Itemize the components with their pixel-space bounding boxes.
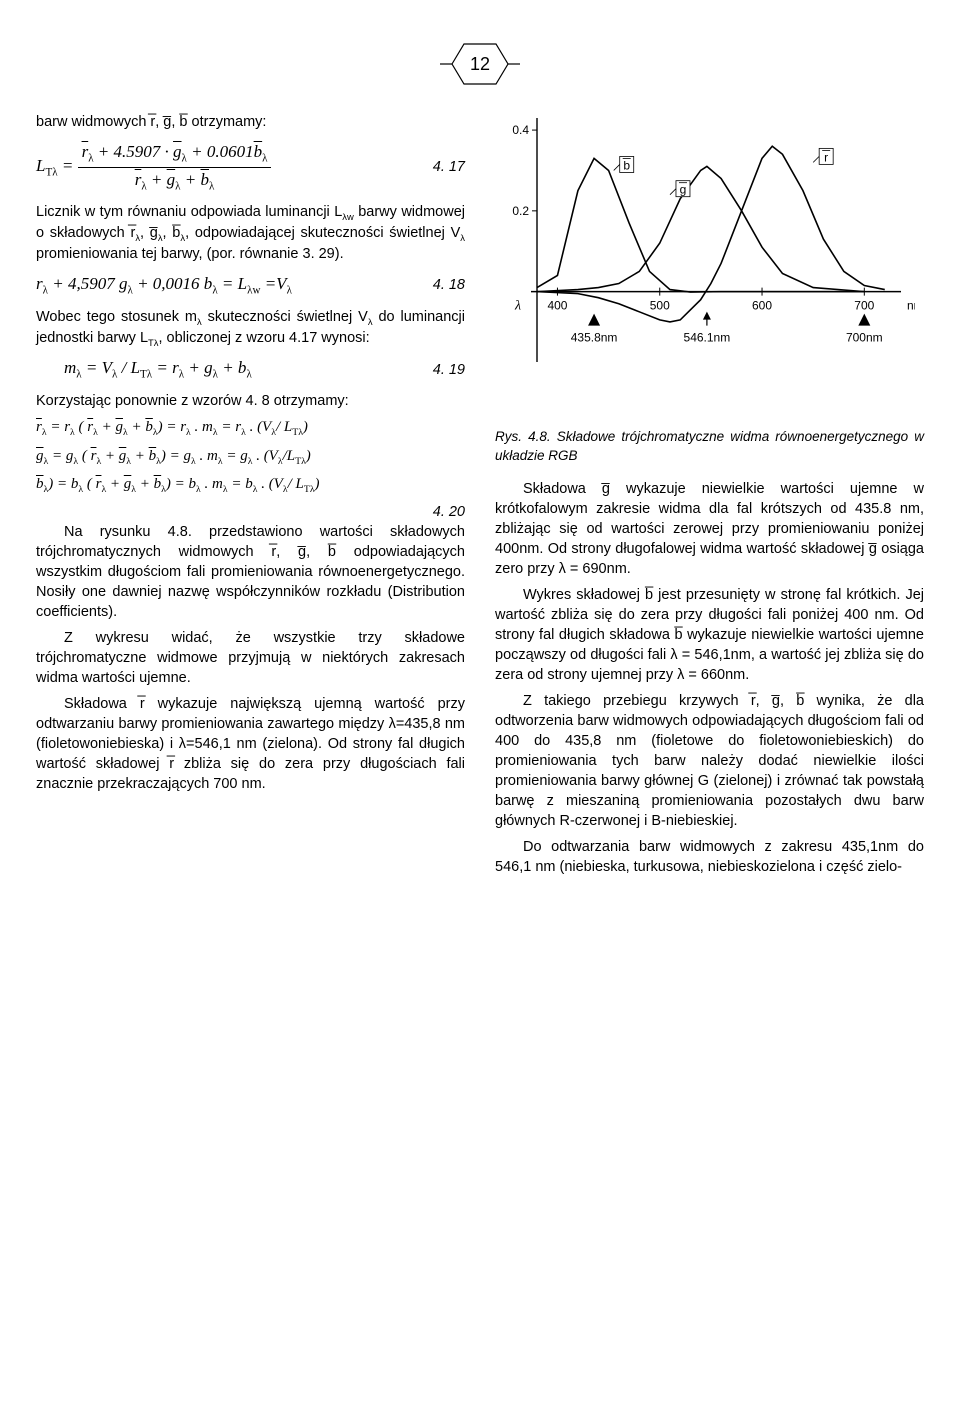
page-number-text: 12 <box>470 54 490 74</box>
equation-4-20-b: bλ) = bλ ( rλ + gλ + bλ) = bλ . mλ = bλ … <box>36 474 465 496</box>
figure-caption: Rys. 4.8. Składowe trójchromatyczne widm… <box>495 428 924 465</box>
svg-text:r: r <box>824 150 828 164</box>
right-column: 0.40.2400500600700nmλbgr435.8nm546.1nm70… <box>495 112 924 883</box>
svg-text:λ: λ <box>514 299 521 314</box>
intro-line: barw widmowych r̅, g̅, b̅ otrzymamy: <box>36 112 465 132</box>
svg-text:435.8nm: 435.8nm <box>571 331 618 345</box>
equation-4-19: mλ = Vλ / LTλ = rλ + gλ + bλ 4. 19 <box>64 356 465 383</box>
eq-num-4-17: 4. 17 <box>423 157 465 177</box>
svg-text:400: 400 <box>547 299 567 313</box>
svg-text:700: 700 <box>854 299 874 313</box>
eq-num-4-20: 4. 20 <box>36 502 465 522</box>
svg-text:0.2: 0.2 <box>512 204 529 218</box>
svg-text:546.1nm: 546.1nm <box>684 331 731 345</box>
equation-4-20-g: gλ = gλ ( rλ + gλ + bλ) = gλ . mλ = gλ .… <box>36 446 465 468</box>
para-g: Składowa g̅ wykazuje niewielkie wartości… <box>495 479 924 579</box>
svg-text:0.4: 0.4 <box>512 123 529 137</box>
svg-text:500: 500 <box>650 299 670 313</box>
page-number-hexagon: 12 <box>36 40 924 94</box>
equation-4-18: rλ + 4,5907 gλ + 0,0016 bλ = Lλw =Vλ 4. … <box>36 272 465 299</box>
svg-text:nm: nm <box>907 299 915 313</box>
para-b: Wykres składowej b̅ jest przesunięty w s… <box>495 585 924 685</box>
para-skladowa-r: Składowa r̅ wykazuje największą ujemną w… <box>36 694 465 794</box>
eq-num-4-19: 4. 19 <box>423 360 465 380</box>
rgb-spectral-chart: 0.40.2400500600700nmλbgr435.8nm546.1nm70… <box>495 112 924 418</box>
svg-text:b: b <box>623 158 630 172</box>
left-column: barw widmowych r̅, g̅, b̅ otrzymamy: LTλ… <box>36 112 465 883</box>
para-m-lambda: Wobec tego stosunek mλ skuteczności świe… <box>36 307 465 349</box>
para-wykres: Z wykresu widać, że wszystkie trzy skład… <box>36 628 465 688</box>
svg-text:700nm: 700nm <box>846 331 883 345</box>
svg-text:g: g <box>680 183 687 197</box>
equation-4-20-r: rλ = rλ ( rλ + gλ + bλ) = rλ . mλ = rλ .… <box>36 417 465 439</box>
para-4-17-desc: Licznik w tym równaniu odpowiada luminan… <box>36 202 465 264</box>
equation-4-17: LTλ = rλ + 4.5907 · gλ + 0.0601bλ rλ + g… <box>36 140 465 194</box>
para-odtwarzanie: Do odtwarzania barw widmowych z zakresu … <box>495 837 924 877</box>
eq-num-4-18: 4. 18 <box>423 275 465 295</box>
para-rys-desc: Na rysunku 4.8. przedstawiono wartości s… <box>36 522 465 622</box>
svg-text:600: 600 <box>752 299 772 313</box>
para-korzystajac: Korzystając ponownie z wzorów 4. 8 otrzy… <box>36 391 465 411</box>
para-przebieg: Z takiego przebiegu krzywych r̅, g̅, b̅ … <box>495 691 924 831</box>
